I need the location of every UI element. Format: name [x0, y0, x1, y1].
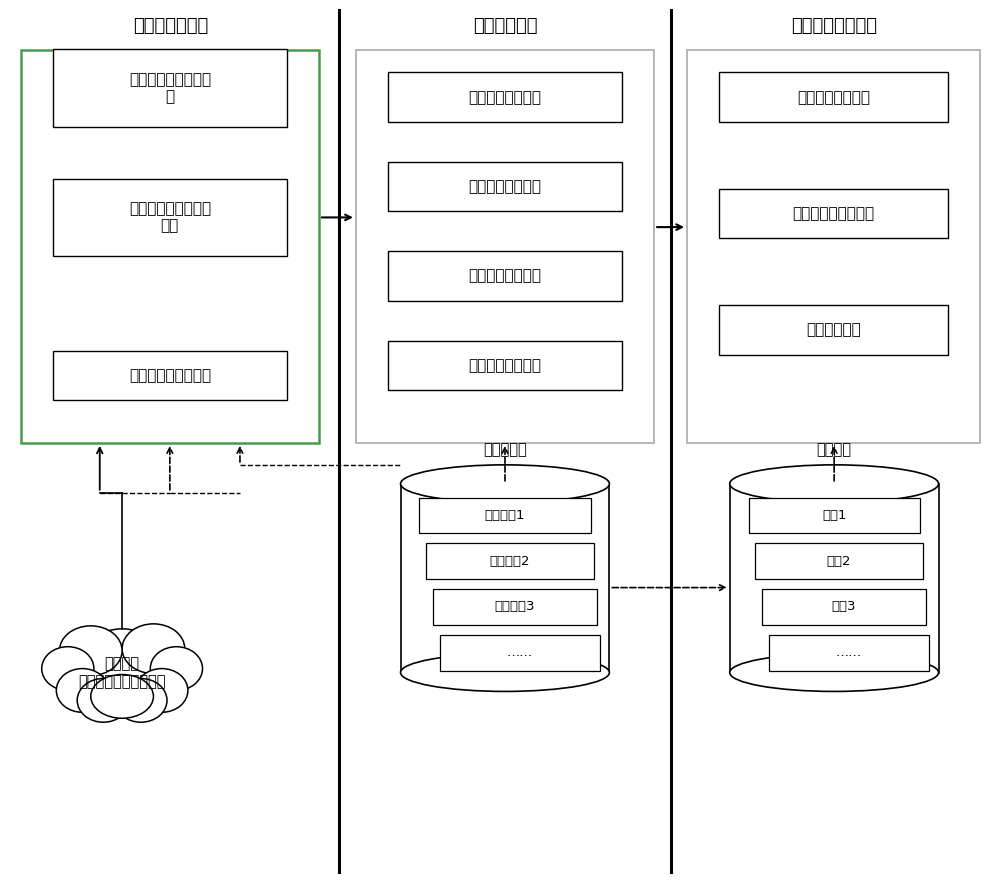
Bar — [356, 50, 654, 443]
Text: 检查约束规则单元: 检查约束规则单元 — [468, 89, 541, 104]
Ellipse shape — [82, 629, 162, 692]
Text: 获取评估指标单元: 获取评估指标单元 — [797, 89, 870, 104]
Bar — [687, 50, 980, 443]
Text: 数据质量评估模块: 数据质量评估模块 — [791, 17, 877, 35]
Bar — [762, 589, 926, 625]
Bar — [53, 50, 287, 127]
Text: 约束规则3: 约束规则3 — [495, 600, 535, 613]
Bar — [388, 251, 622, 301]
Ellipse shape — [150, 647, 203, 690]
Text: 数据中心
（电力运营监控数据）: 数据中心 （电力运营监控数据） — [78, 657, 166, 689]
Text: 评估指标: 评估指标 — [817, 442, 852, 457]
Text: 指标2: 指标2 — [827, 555, 851, 568]
Text: 获取方法参数单元: 获取方法参数单元 — [468, 358, 541, 373]
Bar — [755, 543, 923, 579]
Text: 选择评估指标与规则
单元: 选择评估指标与规则 单元 — [129, 201, 211, 234]
Ellipse shape — [91, 674, 153, 719]
Ellipse shape — [401, 465, 609, 503]
Text: 异常数据处理单元: 异常数据处理单元 — [468, 179, 541, 194]
Bar — [769, 635, 929, 671]
Text: 数据集抽取模块: 数据集抽取模块 — [133, 17, 208, 35]
Bar — [719, 73, 948, 122]
Ellipse shape — [42, 647, 94, 690]
Bar — [719, 304, 948, 355]
Bar — [53, 350, 287, 400]
Text: ……: …… — [836, 646, 862, 659]
Text: 确定评价方法单元: 确定评价方法单元 — [468, 268, 541, 283]
Bar — [426, 543, 594, 579]
Ellipse shape — [122, 624, 185, 673]
Ellipse shape — [77, 679, 129, 722]
Ellipse shape — [730, 654, 939, 691]
Bar — [730, 484, 939, 673]
Text: 评估报告单元: 评估报告单元 — [806, 322, 861, 337]
Ellipse shape — [115, 679, 167, 722]
Bar — [419, 497, 591, 534]
Bar — [388, 341, 622, 390]
Text: 约束规则1: 约束规则1 — [485, 509, 525, 522]
Text: ……: …… — [507, 646, 533, 659]
Text: 异常甄别模块: 异常甄别模块 — [473, 17, 537, 35]
Text: 约束规则2: 约束规则2 — [490, 555, 530, 568]
Ellipse shape — [730, 465, 939, 503]
Ellipse shape — [59, 626, 122, 675]
Bar — [433, 589, 597, 625]
Bar — [21, 50, 319, 443]
Bar — [749, 497, 920, 534]
Text: 指标3: 指标3 — [832, 600, 856, 613]
Bar — [440, 635, 600, 671]
Bar — [388, 73, 622, 122]
Ellipse shape — [136, 668, 188, 712]
Text: 指标1: 指标1 — [822, 509, 846, 522]
Bar — [388, 162, 622, 212]
Text: 抽取目标数据集单元: 抽取目标数据集单元 — [129, 368, 211, 383]
Ellipse shape — [56, 668, 109, 712]
Text: 选择可视化方式单元: 选择可视化方式单元 — [793, 206, 875, 221]
Text: 数据质量评估任务单
元: 数据质量评估任务单 元 — [129, 72, 211, 104]
Text: 约束规则库: 约束规则库 — [483, 442, 527, 457]
Ellipse shape — [401, 654, 609, 691]
Bar — [401, 484, 609, 673]
Bar — [53, 179, 287, 256]
Bar — [719, 189, 948, 238]
